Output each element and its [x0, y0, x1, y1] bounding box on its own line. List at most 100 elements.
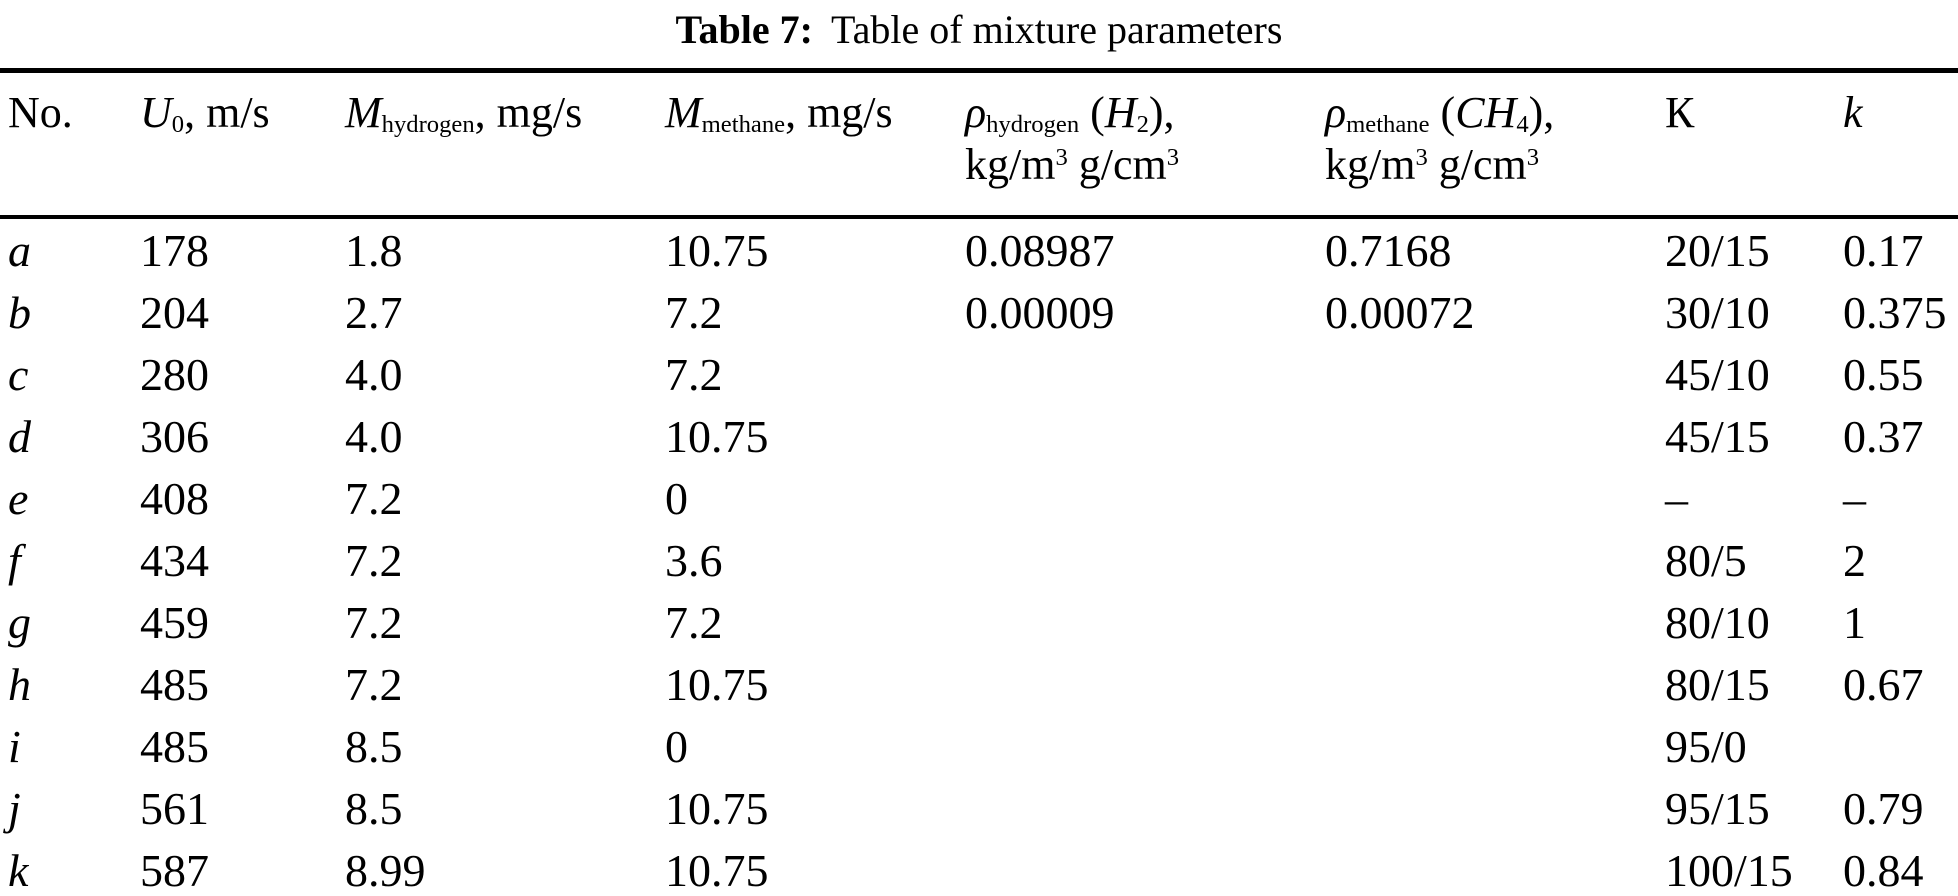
header-rm-subscript: methane [1346, 111, 1430, 139]
cell-rho-hydrogen [957, 405, 1317, 467]
cell-K: 45/15 [1665, 410, 1770, 462]
header-u0-units: , m/s [184, 88, 270, 137]
cell-m-hydrogen: 7.2 [345, 658, 403, 710]
cell-no: g [8, 596, 31, 648]
header-rh-formula: H [1104, 88, 1137, 137]
table-row: c 280 4.0 7.2 45/10 0.55 [0, 343, 1958, 405]
cell-K: 20/15 [1665, 224, 1770, 276]
col-header-m-hydrogen: Mhydrogen, mg/s [337, 70, 657, 219]
table-header: No. U0, m/s Mhydrogen, mg/s Mmethane, mg… [0, 70, 1958, 219]
cell-rho-hydrogen [957, 529, 1317, 591]
cell-no: k [8, 844, 29, 896]
cell-k [1835, 715, 1958, 777]
cell-rho-hydrogen [957, 343, 1317, 405]
cell-rho-methane [1317, 715, 1657, 777]
cell-m-hydrogen: 1.8 [345, 224, 403, 276]
col-header-k-lowercase: k [1835, 70, 1958, 219]
cell-rho-methane [1317, 405, 1657, 467]
cell-rho-hydrogen [957, 777, 1317, 839]
header-mh-units: , mg/s [474, 88, 583, 137]
col-header-no: No. [0, 70, 132, 219]
cell-k: 0.17 [1843, 224, 1924, 276]
header-rm-open-paren: ( [1429, 88, 1456, 137]
header-rm-unit2-sup: 3 [1526, 144, 1540, 172]
cell-rho-hydrogen [957, 715, 1317, 777]
cell-u0: 178 [140, 224, 209, 276]
mixture-parameters-table: No. U0, m/s Mhydrogen, mg/s Mmethane, mg… [0, 68, 1958, 896]
header-mm-units: , mg/s [785, 88, 893, 137]
cell-no: f [8, 534, 21, 586]
cell-no: b [8, 286, 31, 338]
header-row: No. U0, m/s Mhydrogen, mg/s Mmethane, mg… [0, 70, 1958, 219]
table-row: b 204 2.7 7.2 0.00009 0.00072 30/10 0.375 [0, 281, 1958, 343]
cell-m-methane: 10.75 [665, 658, 769, 710]
cell-rho-hydrogen [957, 591, 1317, 653]
cell-k: 0.37 [1843, 410, 1924, 462]
header-rh-unit1-sup: 3 [1055, 144, 1068, 172]
cell-K: 95/0 [1665, 720, 1747, 772]
cell-m-methane: 7.2 [665, 286, 723, 338]
table-row: e 408 7.2 0 – – [0, 467, 1958, 529]
cell-m-methane: 0 [665, 720, 688, 772]
cell-K: 45/10 [1665, 348, 1770, 400]
cell-K: 80/5 [1665, 534, 1747, 586]
table-row: a 178 1.8 10.75 0.08987 0.7168 20/15 0.17 [0, 217, 1958, 281]
cell-k: 2 [1843, 534, 1866, 586]
table-caption-text: Table of mixture parameters [831, 7, 1283, 52]
table-caption: Table 7: Table of mixture parameters [0, 0, 1958, 68]
header-rm-formula-subscript: 4 [1516, 111, 1529, 139]
cell-m-hydrogen: 8.99 [345, 844, 426, 896]
header-rm-unit2: g/cm [1427, 139, 1527, 189]
header-mm-symbol: M [665, 88, 702, 137]
cell-no: a [8, 224, 31, 276]
header-k-text: k [1843, 88, 1863, 137]
cell-rho-methane: 0.00072 [1325, 286, 1475, 338]
cell-rho-hydrogen: 0.08987 [965, 224, 1115, 276]
cell-m-methane: 10.75 [665, 782, 769, 834]
cell-no: j [8, 782, 21, 834]
cell-m-methane: 7.2 [665, 596, 723, 648]
cell-K: 80/10 [1665, 596, 1770, 648]
header-u0-subscript: 0 [171, 111, 185, 139]
cell-u0: 306 [140, 410, 209, 462]
cell-m-hydrogen: 7.2 [345, 534, 403, 586]
header-rh-symbol: ρ [965, 88, 987, 137]
table-caption-label: Table 7: [675, 7, 813, 52]
cell-rho-hydrogen [957, 653, 1317, 715]
col-header-rho-methane: ρmethane (CH4), kg/m3 g/cm3 [1317, 70, 1657, 219]
header-mm-subscript: methane [701, 111, 786, 139]
header-rh-open-paren: ( [1079, 88, 1105, 137]
cell-rho-methane [1317, 529, 1657, 591]
header-K-text: К [1665, 88, 1695, 137]
cell-K: 100/15 [1665, 844, 1793, 896]
header-rh-formula-subscript: 2 [1136, 111, 1149, 139]
cell-K: 80/15 [1665, 658, 1770, 710]
header-rm-unit1-sup: 3 [1415, 144, 1428, 172]
table-row: k 587 8.99 10.75 100/15 0.84 [0, 839, 1958, 896]
cell-m-hydrogen: 4.0 [345, 348, 403, 400]
col-header-m-methane: Mmethane, mg/s [657, 70, 957, 219]
cell-rho-methane [1317, 653, 1657, 715]
header-rm-close-paren: ), [1528, 88, 1555, 137]
table-row: i 485 8.5 0 95/0 [0, 715, 1958, 777]
cell-u0: 561 [140, 782, 209, 834]
header-rh-close-paren: ), [1148, 88, 1175, 137]
cell-u0: 204 [140, 286, 209, 338]
cell-rho-methane: 0.7168 [1325, 224, 1452, 276]
cell-K: – [1665, 472, 1688, 524]
cell-u0: 485 [140, 720, 209, 772]
cell-k: – [1843, 472, 1866, 524]
cell-rho-methane [1317, 591, 1657, 653]
cell-m-methane: 10.75 [665, 410, 769, 462]
cell-m-hydrogen: 7.2 [345, 472, 403, 524]
cell-k: 0.55 [1843, 348, 1924, 400]
cell-k: 0.375 [1843, 286, 1947, 338]
cell-m-methane: 7.2 [665, 348, 723, 400]
cell-u0: 485 [140, 658, 209, 710]
header-mh-symbol: M [345, 88, 382, 137]
cell-no: e [8, 472, 29, 524]
header-rh-unit2-sup: 3 [1166, 144, 1180, 172]
cell-no: d [8, 410, 31, 462]
cell-u0: 434 [140, 534, 209, 586]
header-rm-unit1: kg/m [1325, 139, 1416, 189]
